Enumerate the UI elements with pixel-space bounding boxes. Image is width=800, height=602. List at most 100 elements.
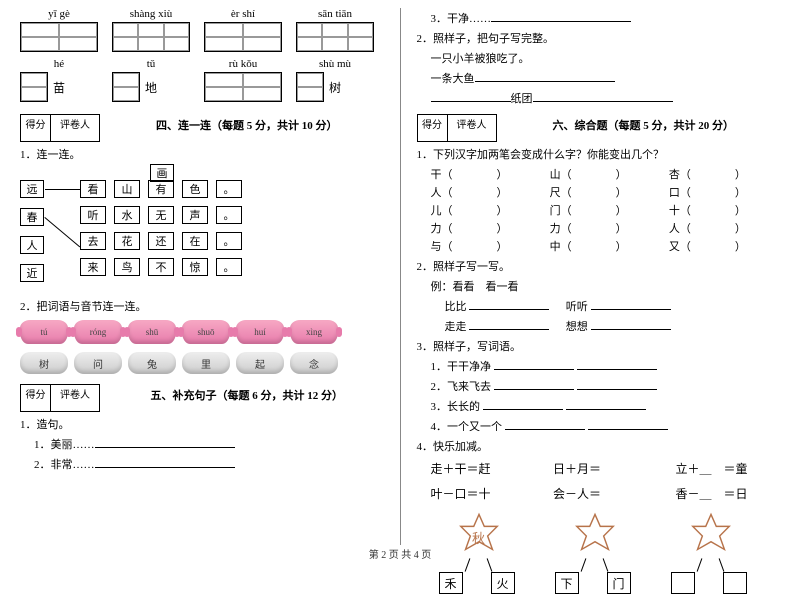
char-add-item[interactable]: 又（ ）	[669, 238, 780, 254]
gridbox-row: 苗 地 树	[20, 72, 384, 102]
char-add-item[interactable]: 门（ ）	[550, 202, 661, 218]
pinyin-card[interactable]: xìng	[290, 320, 338, 344]
grader-label: 评卷人	[51, 385, 99, 411]
char-add-item[interactable]: 干（ ）	[431, 166, 542, 182]
char-add-item[interactable]: 人（ ）	[431, 184, 542, 200]
prompt: 4．一个又一个	[431, 421, 503, 433]
word-card[interactable]: 念	[290, 352, 338, 374]
pinyin-label: tǔ	[112, 58, 190, 70]
char-add-item[interactable]: 与（ ）	[431, 238, 542, 254]
match-item[interactable]: 远	[20, 180, 44, 198]
score-label: 得分	[418, 115, 448, 141]
write-grid[interactable]	[204, 72, 282, 102]
write-grid[interactable]	[112, 22, 190, 52]
word-card[interactable]: 里	[182, 352, 230, 374]
word-card[interactable]: 问	[74, 352, 122, 374]
char-add-item[interactable]: 中（ ）	[550, 238, 661, 254]
prompt: 比比	[445, 301, 467, 313]
char-add-item[interactable]: 人（ ）	[669, 220, 780, 236]
write-grid[interactable]	[296, 22, 374, 52]
blank-line[interactable]	[577, 378, 657, 390]
math-eq[interactable]: 香－＿ ＝日	[676, 485, 781, 502]
blank-line[interactable]	[591, 298, 671, 310]
char-add-item[interactable]: 口（ ）	[669, 184, 780, 200]
poem-char: 在	[182, 232, 208, 250]
fill-row: 2．飞来飞去	[431, 378, 781, 394]
blank-line[interactable]	[469, 298, 549, 310]
pinyin-row: hé tǔ rù kǒu shù mù	[20, 58, 384, 70]
question-label: 1．连一连。	[20, 146, 384, 162]
write-grid[interactable]	[204, 22, 282, 52]
blank-line[interactable]	[431, 90, 511, 102]
blank-line[interactable]	[469, 318, 549, 330]
pinyin-card[interactable]: shuō	[182, 320, 230, 344]
char-add-item[interactable]: 儿（ ）	[431, 202, 542, 218]
component-box[interactable]: 禾	[439, 572, 463, 594]
poem-char: 。	[216, 258, 242, 276]
blank-line[interactable]	[491, 10, 631, 22]
blank-line[interactable]	[483, 398, 563, 410]
poem-char: 去	[80, 232, 106, 250]
blank-line[interactable]	[494, 358, 574, 370]
math-row: 走＋干＝赶 日＋月＝ 立＋＿ ＝童	[431, 460, 781, 477]
component-box[interactable]	[723, 572, 747, 594]
word-card[interactable]: 树	[20, 352, 68, 374]
blank-line[interactable]	[475, 70, 615, 82]
component-box[interactable]: 下	[555, 572, 579, 594]
match-item[interactable]: 人	[20, 236, 44, 254]
pinyin-label: sān tiān	[296, 8, 374, 20]
blank-line[interactable]	[591, 318, 671, 330]
char-add-item[interactable]: 力（ ）	[550, 220, 661, 236]
pinyin-pillow-row: tú róng shū shuō huí xìng	[20, 320, 384, 344]
char-add-item[interactable]: 力（ ）	[431, 220, 542, 236]
component-box[interactable]: 火	[491, 572, 515, 594]
poem-char: 色	[182, 180, 208, 198]
pinyin-label: yī gè	[20, 8, 98, 20]
pinyin-label: shàng xiù	[112, 8, 190, 20]
blank-line[interactable]	[95, 456, 235, 468]
write-grid[interactable]: 苗	[20, 72, 98, 102]
char-add-row: 儿（ ） 门（ ） 十（ ）	[431, 202, 781, 218]
blank-line[interactable]	[505, 418, 585, 430]
math-eq[interactable]: 会－人＝	[553, 485, 658, 502]
word-card[interactable]: 兔	[128, 352, 176, 374]
char-add-item[interactable]: 十（ ）	[669, 202, 780, 218]
poem-char: 还	[148, 232, 174, 250]
char-add-item[interactable]: 尺（ ）	[550, 184, 661, 200]
poem-grid: 看 山 有 色 。 听 水 无 声 。 去 花 还 在	[80, 180, 242, 276]
score-label: 得分	[21, 385, 51, 411]
score-box[interactable]: 得分 评卷人	[417, 114, 497, 142]
matching-exercise[interactable]: 画 远 春 人 近 看 山 有 色 。 听 水 无	[20, 166, 384, 296]
poem-char: 不	[148, 258, 174, 276]
blank-line[interactable]	[95, 436, 235, 448]
component-box[interactable]	[671, 572, 695, 594]
score-box[interactable]: 得分 评卷人	[20, 114, 100, 142]
write-grid[interactable]: 地	[112, 72, 190, 102]
pinyin-card[interactable]: huí	[236, 320, 284, 344]
char-add-row: 与（ ） 中（ ） 又（ ）	[431, 238, 781, 254]
poem-char: 花	[114, 232, 140, 250]
word-card[interactable]: 起	[236, 352, 284, 374]
write-grid[interactable]	[20, 22, 98, 52]
blank-line[interactable]	[533, 90, 673, 102]
math-eq[interactable]: 日＋月＝	[553, 460, 658, 477]
component-box[interactable]: 门	[607, 572, 631, 594]
math-eq: 叶－口＝十	[431, 485, 536, 502]
blank-line[interactable]	[577, 358, 657, 370]
fill-row: 3．长长的	[431, 398, 781, 414]
match-item[interactable]: 春	[20, 208, 44, 226]
blank-line[interactable]	[494, 378, 574, 390]
write-grid[interactable]: 树	[296, 72, 374, 102]
pinyin-card[interactable]: shū	[128, 320, 176, 344]
math-eq[interactable]: 立＋＿ ＝童	[676, 460, 781, 477]
blank-line[interactable]	[588, 418, 668, 430]
poem-char: 声	[182, 206, 208, 224]
char-add-item[interactable]: 山（ ）	[550, 166, 661, 182]
score-box[interactable]: 得分 评卷人	[20, 384, 100, 412]
char-add-item[interactable]: 杏（ ）	[669, 166, 780, 182]
pinyin-card[interactable]: tú	[20, 320, 68, 344]
blank-line[interactable]	[566, 398, 646, 410]
math-row: 叶－口＝十 会－人＝ 香－＿ ＝日	[431, 485, 781, 502]
pinyin-card[interactable]: róng	[74, 320, 122, 344]
match-item[interactable]: 近	[20, 264, 44, 282]
